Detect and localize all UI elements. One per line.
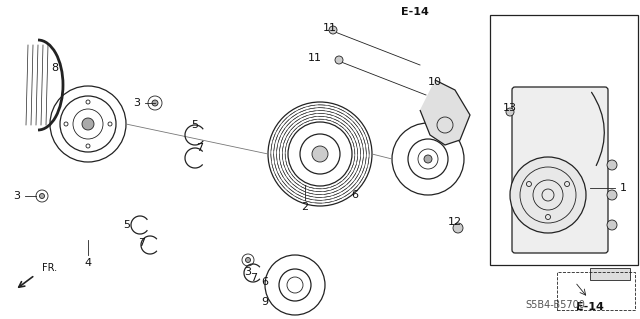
Text: 3: 3 [133,98,140,108]
FancyBboxPatch shape [512,87,608,253]
Text: 7: 7 [250,273,257,283]
Text: 3: 3 [13,191,20,201]
Circle shape [424,155,432,163]
Circle shape [510,157,586,233]
Text: S5B4-B5700: S5B4-B5700 [525,300,585,310]
Text: 6: 6 [261,277,268,287]
Circle shape [312,146,328,162]
Circle shape [82,118,94,130]
Text: 5: 5 [191,120,198,130]
FancyArrowPatch shape [591,92,604,166]
Text: 7: 7 [138,238,145,248]
Polygon shape [420,80,470,145]
Circle shape [246,257,250,263]
Text: 9: 9 [261,297,269,307]
Text: E-14: E-14 [576,302,604,312]
Text: 6: 6 [351,190,358,200]
Circle shape [607,220,617,230]
Text: FR.: FR. [42,263,57,273]
Text: E-14: E-14 [401,7,429,17]
Circle shape [152,100,158,106]
Text: 11: 11 [308,53,322,63]
Circle shape [506,108,514,116]
Circle shape [453,223,463,233]
Text: 7: 7 [196,143,204,153]
Text: 1: 1 [620,183,627,193]
Text: 3: 3 [244,267,252,277]
Text: 4: 4 [84,258,92,268]
Circle shape [40,194,45,198]
Bar [557,272,635,310]
Bar [590,268,630,280]
Text: 10: 10 [428,77,442,87]
Text: 2: 2 [301,202,308,212]
Circle shape [329,26,337,34]
Circle shape [607,190,617,200]
Text: 5: 5 [123,220,130,230]
Text: 8: 8 [51,63,59,73]
Text: 13: 13 [503,103,517,113]
Text: 12: 12 [448,217,462,227]
Circle shape [607,160,617,170]
Circle shape [335,56,343,64]
Text: 11: 11 [323,23,337,33]
Bar [490,15,638,265]
